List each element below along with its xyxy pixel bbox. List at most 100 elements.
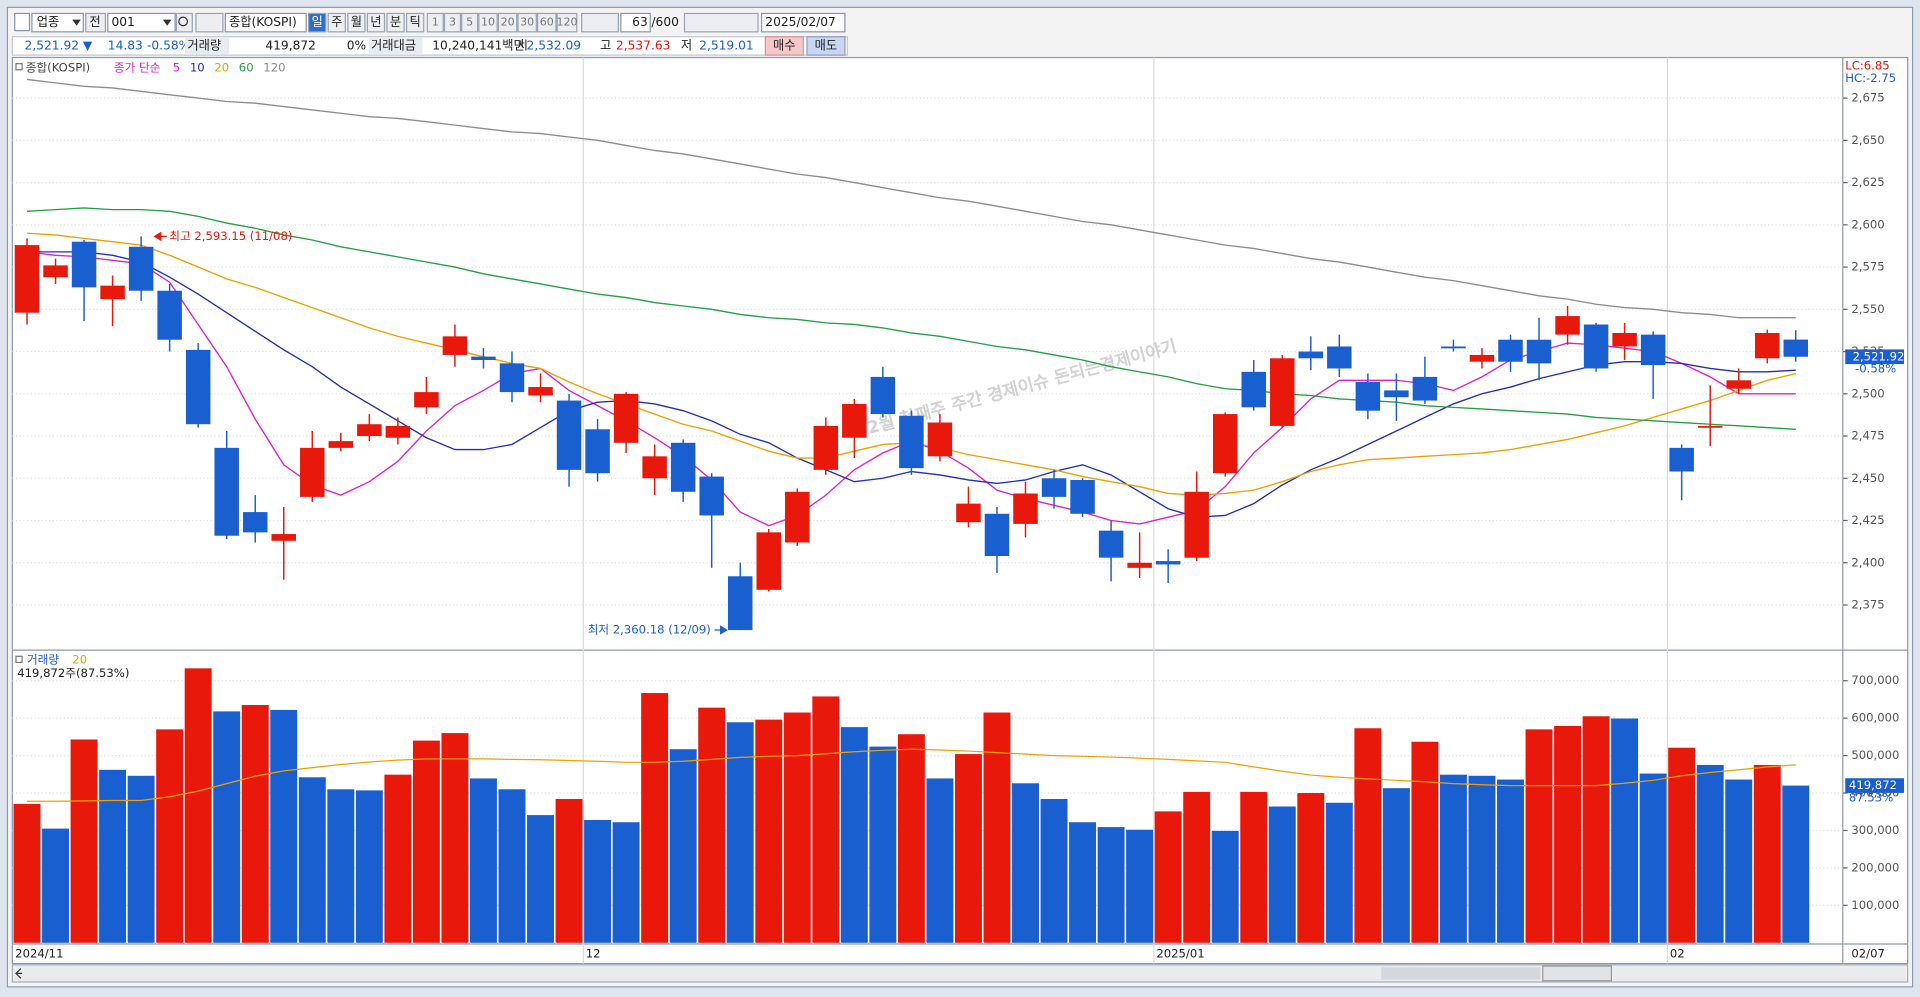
ma-line	[26, 207, 1796, 430]
candle-body	[1583, 324, 1609, 369]
candle-body	[1355, 381, 1381, 411]
volume-bar	[1297, 793, 1325, 943]
volume-bar	[612, 822, 640, 943]
interval-label[interactable]: 1	[432, 16, 439, 29]
interval-button[interactable]	[556, 12, 578, 33]
period-label[interactable]: 분	[390, 15, 401, 29]
interval-label[interactable]: 20	[501, 16, 515, 29]
period-button[interactable]	[366, 12, 386, 33]
interval-label[interactable]: 30	[520, 16, 534, 29]
low-label: 저	[681, 38, 692, 52]
interval-button[interactable]	[478, 12, 498, 33]
interval-button[interactable]	[536, 12, 557, 33]
period-label[interactable]: 틱	[410, 15, 421, 29]
count-input[interactable]	[620, 12, 651, 33]
period-label[interactable]: 일	[312, 15, 323, 29]
interval-button[interactable]	[517, 12, 537, 33]
scroll-left[interactable]	[15, 968, 23, 979]
interval-label[interactable]: 5	[466, 16, 473, 29]
x-tick-label: 12	[586, 946, 601, 960]
max-arrow	[153, 231, 167, 242]
count: 63	[632, 15, 648, 29]
high: 2,537.63	[616, 38, 670, 52]
period-button[interactable]	[405, 12, 425, 33]
interval-button[interactable]	[426, 12, 444, 33]
period-button[interactable]	[347, 12, 366, 33]
candle-body	[1526, 339, 1552, 364]
volume-bar	[755, 719, 783, 943]
y-tick-label: 2,675	[1851, 91, 1884, 105]
toolbar: 업종 전 001 종합(KOSPI) 일 주 월 년 분 틱 1 3 5 10 20 30 60 120 …	[14, 12, 846, 33]
open-label: 시	[517, 38, 528, 52]
dropdown-arrow	[162, 19, 172, 26]
nav-buttons[interactable]	[1542, 965, 1613, 982]
candle-body	[14, 245, 40, 313]
code: 001	[111, 15, 134, 29]
volume-bar	[1211, 830, 1239, 943]
candle-body	[1013, 493, 1038, 524]
candle-body	[956, 503, 981, 523]
volume-bar	[983, 712, 1011, 943]
candle-body	[1184, 491, 1209, 558]
buy-button[interactable]	[764, 36, 804, 56]
volume-ma-line	[26, 748, 1796, 802]
ma-legend-entry: 60	[239, 60, 254, 74]
period-button[interactable]	[327, 12, 346, 33]
candle-body	[499, 363, 525, 393]
sell[interactable]: 매도	[815, 38, 838, 52]
y-tick-label: 2,575	[1851, 260, 1884, 274]
period-label[interactable]: 년	[370, 15, 381, 29]
tool-icons[interactable]	[683, 12, 759, 33]
candle-body	[157, 290, 182, 340]
volume-bar	[1354, 728, 1382, 943]
count-max: /600	[651, 15, 678, 29]
open: 2,532.09	[527, 38, 581, 52]
dropdown[interactable]	[581, 12, 620, 33]
interval-button[interactable]	[443, 12, 462, 33]
candle-body	[785, 491, 810, 543]
period-button[interactable]	[307, 12, 327, 33]
candle-body	[727, 576, 753, 631]
volume-bar	[812, 696, 840, 943]
ma-legend-entry: 5	[173, 60, 180, 74]
period-label[interactable]: 월	[351, 15, 362, 29]
volume-bar	[1126, 829, 1154, 943]
scrollbar[interactable]	[11, 964, 1909, 983]
buy[interactable]: 매수	[773, 38, 796, 52]
volume-bar	[213, 711, 241, 943]
scroll-thumb[interactable]	[1381, 967, 1541, 980]
candle-body	[357, 424, 382, 437]
volume-bar	[1753, 764, 1781, 943]
candle-body	[1469, 354, 1495, 362]
volume-bar	[355, 790, 383, 943]
y-tick-label: 2,375	[1851, 598, 1884, 612]
interval-label[interactable]: 10	[481, 16, 495, 29]
sound-button[interactable]	[195, 12, 224, 33]
volume-bar	[1411, 741, 1439, 943]
y-tick-label: 2,625	[1851, 175, 1884, 189]
period-label[interactable]: 주	[331, 15, 342, 29]
period-button[interactable]	[386, 12, 405, 33]
volume-bar	[127, 775, 155, 943]
volume-bar	[156, 729, 184, 943]
volume-bar	[298, 777, 326, 943]
date-input[interactable]	[761, 12, 846, 33]
interval-label[interactable]: 60	[540, 16, 554, 29]
name-box	[224, 12, 307, 33]
label-box	[368, 37, 423, 54]
icon[interactable]	[14, 12, 31, 32]
candle-body	[813, 425, 839, 470]
interval-button[interactable]	[497, 12, 518, 33]
interval-label[interactable]: 120	[556, 16, 577, 29]
volume-bar	[184, 668, 212, 943]
volume-bar	[926, 778, 954, 943]
sell-button[interactable]	[806, 36, 846, 56]
interval-label[interactable]: 3	[449, 16, 456, 29]
volume-bar	[1439, 774, 1467, 943]
sector-select[interactable]	[31, 12, 84, 33]
interval-button[interactable]	[461, 12, 479, 33]
volume-bar	[1183, 791, 1211, 943]
scope-button[interactable]	[85, 12, 106, 33]
code-input[interactable]	[107, 12, 176, 33]
